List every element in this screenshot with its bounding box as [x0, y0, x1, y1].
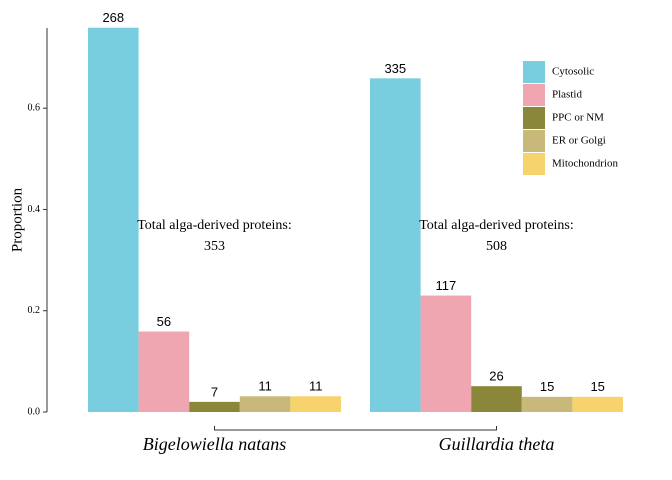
bar	[471, 386, 522, 412]
annotation: Total alga-derived proteins:	[137, 218, 292, 233]
legend-key	[523, 153, 545, 175]
y-tick-label: 0.6	[28, 102, 41, 113]
bar	[138, 331, 190, 412]
bar	[370, 78, 421, 413]
bar	[88, 27, 139, 413]
legend-key	[523, 61, 545, 83]
bar	[572, 396, 623, 412]
value-label: 56	[157, 314, 171, 329]
x-tick-label: Bigelowiella natans	[143, 434, 287, 454]
annotation-total: 508	[486, 239, 507, 254]
annotation: Total alga-derived proteins:	[419, 218, 574, 233]
value-label: 11	[258, 379, 272, 394]
bar	[290, 396, 341, 412]
y-tick-label: 0.2	[28, 305, 41, 316]
x-axis-bracket	[214, 426, 497, 431]
legend-key	[523, 130, 545, 152]
annotation-total: 353	[204, 239, 225, 254]
value-label: 15	[590, 379, 604, 394]
value-label: 11	[309, 379, 323, 394]
legend-label: Cytosolic	[552, 66, 594, 78]
legend-key	[523, 107, 545, 129]
legend-label: PPC or NM	[552, 112, 604, 124]
legend-label: Plastid	[552, 89, 582, 101]
value-label: 117	[436, 278, 457, 293]
legend-label: ER or Golgi	[552, 135, 606, 147]
bar	[189, 401, 240, 412]
y-tick-label: 0.4	[28, 204, 41, 215]
value-label: 335	[384, 61, 406, 76]
value-label: 15	[540, 379, 554, 394]
legend-key	[523, 84, 545, 106]
bar	[521, 396, 573, 412]
legend-label: Mitochondrion	[552, 158, 618, 170]
bar	[420, 295, 472, 412]
y-axis-title: Proportion	[9, 187, 25, 252]
value-label: 26	[489, 369, 503, 384]
bar	[239, 396, 291, 412]
value-label: 7	[211, 384, 218, 399]
x-tick-label: Guillardia theta	[439, 434, 555, 454]
value-label: 268	[102, 10, 124, 25]
y-tick-label: 0.0	[28, 406, 41, 417]
